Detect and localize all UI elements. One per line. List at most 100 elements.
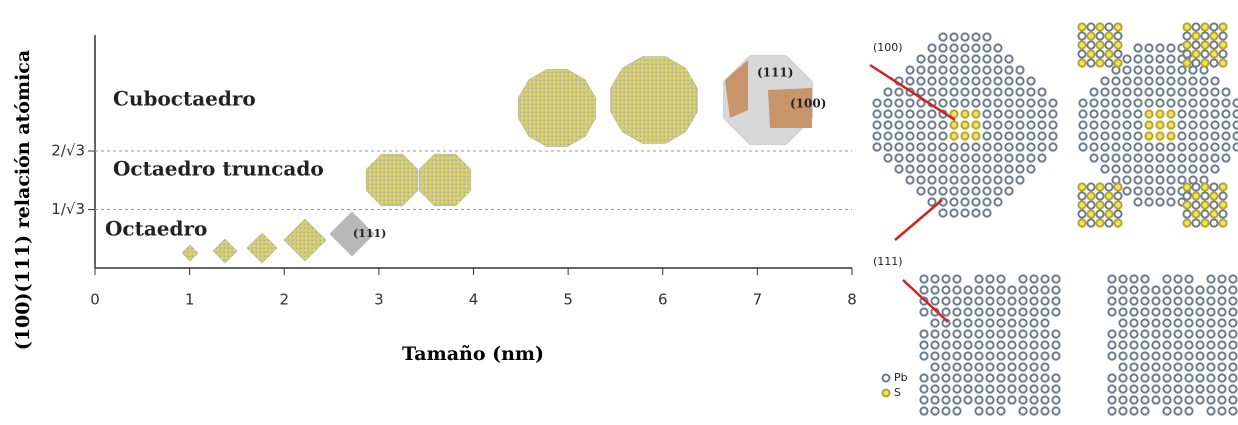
- atom: [950, 77, 957, 84]
- atom: [1119, 385, 1126, 392]
- atom: [1130, 407, 1137, 414]
- atom: [1016, 165, 1023, 172]
- atom: [917, 154, 924, 161]
- atom: [1189, 165, 1196, 172]
- atom: [1218, 275, 1225, 282]
- atom: [942, 407, 949, 414]
- atom: [950, 209, 957, 216]
- atom: [920, 286, 927, 293]
- atom: [1141, 374, 1148, 381]
- atom: [1052, 374, 1059, 381]
- atom: [1201, 32, 1208, 39]
- atom: [920, 385, 927, 392]
- atom: [1105, 23, 1112, 30]
- atom: [994, 176, 1001, 183]
- atom: [1019, 407, 1026, 414]
- atom: [917, 165, 924, 172]
- atom: [928, 55, 935, 62]
- atom: [1156, 44, 1163, 51]
- atom: [1130, 396, 1137, 403]
- atom: [1192, 183, 1199, 190]
- atom: [1192, 50, 1199, 57]
- atom: [972, 66, 979, 73]
- atom: [953, 308, 960, 315]
- atom: [1123, 55, 1130, 62]
- atom: [1167, 55, 1174, 62]
- atom: [961, 143, 968, 150]
- atom: [953, 330, 960, 337]
- atom: [1185, 374, 1192, 381]
- y-tick-label: 2/√3: [51, 141, 85, 159]
- atom: [1219, 50, 1226, 57]
- atom: [1183, 201, 1190, 208]
- atom: [1178, 66, 1185, 73]
- atom: [986, 407, 993, 414]
- atom: [986, 396, 993, 403]
- legend-label: Pb: [894, 371, 908, 384]
- atom: [928, 88, 935, 95]
- atom: [1112, 132, 1119, 139]
- atom: [1079, 143, 1086, 150]
- atom: [1229, 352, 1236, 359]
- atom: [895, 132, 902, 139]
- atom: [1008, 352, 1015, 359]
- atom: [1174, 330, 1181, 337]
- atom: [1219, 219, 1226, 226]
- atom: [1156, 154, 1163, 161]
- particle: [611, 57, 698, 144]
- atom: [1101, 77, 1108, 84]
- atom: [1167, 44, 1174, 51]
- atom: [1200, 121, 1207, 128]
- y-tick-label: 1/√3: [51, 200, 85, 218]
- atom: [1189, 121, 1196, 128]
- atom: [1183, 219, 1190, 226]
- atom: [1152, 385, 1159, 392]
- atom: [986, 286, 993, 293]
- atom: [1229, 308, 1236, 315]
- atom: [1218, 297, 1225, 304]
- atom: [950, 176, 957, 183]
- atom: [1141, 319, 1148, 326]
- atom: [1156, 77, 1163, 84]
- atom: [1196, 341, 1203, 348]
- atom: [986, 352, 993, 359]
- atom: [1016, 143, 1023, 150]
- atom: [1052, 407, 1059, 414]
- atom: [942, 275, 949, 282]
- atom: [942, 374, 949, 381]
- atom: [972, 33, 979, 40]
- atom: [986, 308, 993, 315]
- atom: [1152, 396, 1159, 403]
- atom: [1101, 121, 1108, 128]
- atom: [1096, 41, 1103, 48]
- atom: [1114, 201, 1121, 208]
- atom: [1078, 192, 1085, 199]
- atom: [1141, 286, 1148, 293]
- atom: [972, 187, 979, 194]
- atom: [1079, 121, 1086, 128]
- atom: [873, 121, 880, 128]
- atom: [1130, 374, 1137, 381]
- annotation: (100): [790, 97, 826, 111]
- atom: [1192, 23, 1199, 30]
- atom: [1008, 396, 1015, 403]
- atom: [1019, 319, 1026, 326]
- atom: [1078, 41, 1085, 48]
- atom: [1183, 50, 1190, 57]
- atom: [906, 176, 913, 183]
- atom: [1174, 396, 1181, 403]
- atom: [1078, 50, 1085, 57]
- atom: [953, 363, 960, 370]
- atom: [964, 319, 971, 326]
- atom: [1096, 23, 1103, 30]
- atom: [1207, 330, 1214, 337]
- atom: [931, 396, 938, 403]
- x-tick-label: 8: [847, 291, 857, 309]
- atom: [975, 319, 982, 326]
- atom: [931, 352, 938, 359]
- atom: [1174, 319, 1181, 326]
- atom: [983, 121, 990, 128]
- atom: [975, 396, 982, 403]
- atom: [1041, 407, 1048, 414]
- atom: [964, 363, 971, 370]
